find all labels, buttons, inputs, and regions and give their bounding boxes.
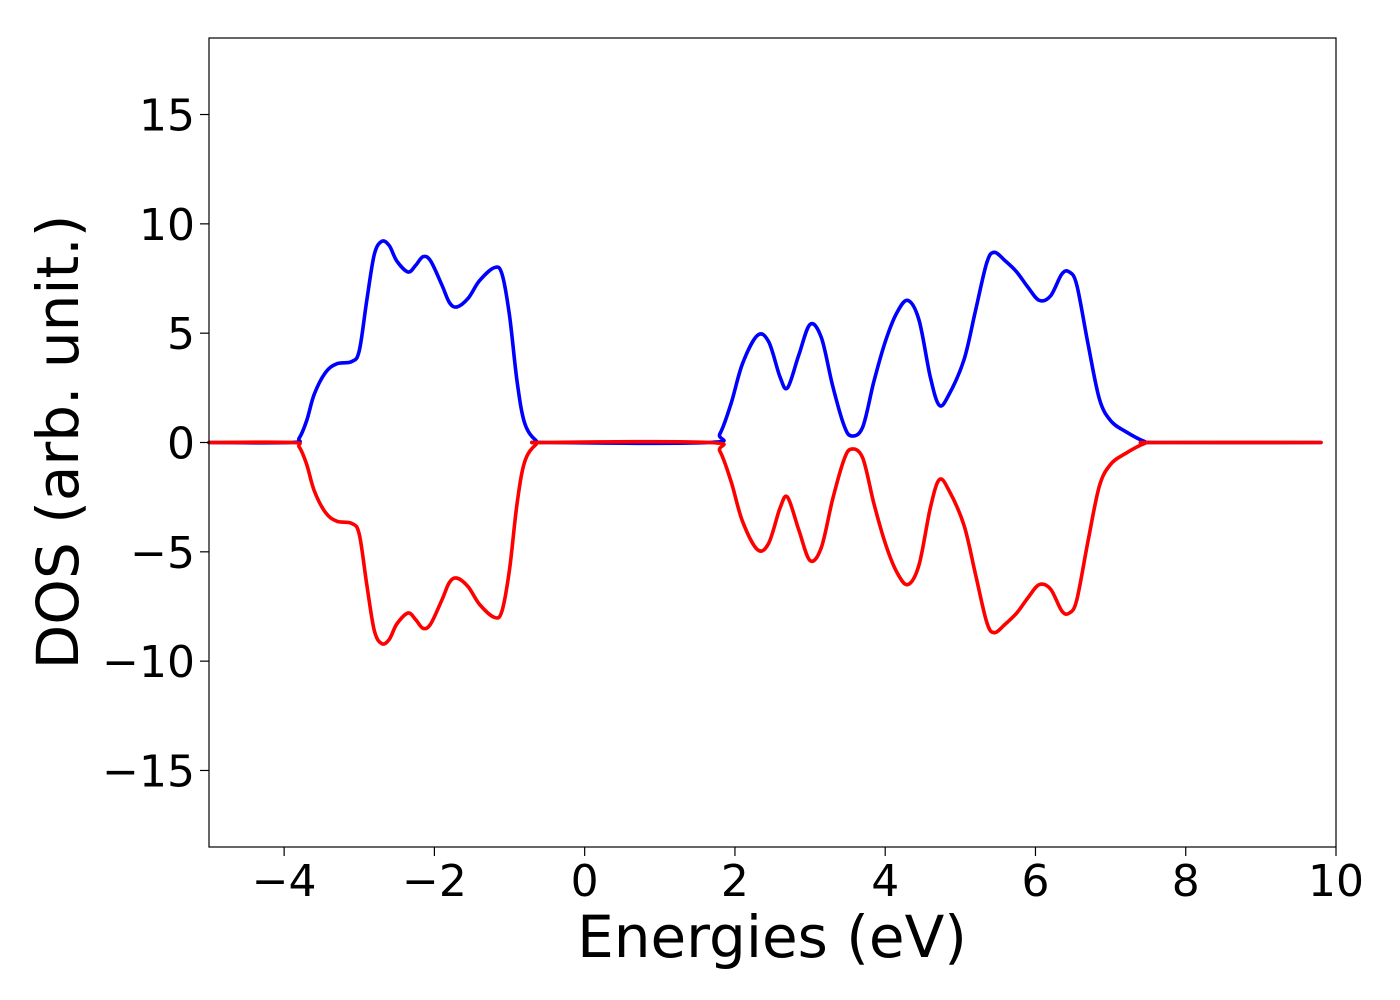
series-line-2 bbox=[207, 439, 1323, 646]
x-tick-label: 10 bbox=[1308, 856, 1364, 907]
x-tick-label: 8 bbox=[1172, 856, 1200, 907]
x-tick-label: 2 bbox=[721, 856, 749, 907]
y-tick-label: −10 bbox=[102, 637, 195, 688]
x-tick-label: −4 bbox=[252, 856, 317, 907]
y-tick-label: 0 bbox=[167, 419, 195, 470]
y-tick-label: 5 bbox=[167, 309, 195, 360]
x-tick-label: 6 bbox=[1021, 856, 1049, 907]
series-layer bbox=[207, 239, 1323, 646]
y-axis-ticks: 15 10 5 0 −5 −10 −15 bbox=[102, 91, 209, 797]
y-tick-label: −15 bbox=[102, 746, 195, 797]
y-tick-label: −5 bbox=[130, 528, 195, 579]
x-axis-label: Energies (eV) bbox=[577, 903, 967, 971]
series-line-1 bbox=[207, 239, 1323, 446]
x-tick-label: 0 bbox=[571, 856, 599, 907]
y-tick-label: 10 bbox=[139, 200, 195, 251]
y-tick-label: 15 bbox=[139, 91, 195, 142]
y-axis-label: DOS (arb. unit.) bbox=[24, 215, 92, 670]
x-tick-label: −2 bbox=[402, 856, 467, 907]
x-axis-ticks: −4 −2 0 2 4 6 8 10 bbox=[252, 847, 1364, 907]
x-tick-label: 4 bbox=[871, 856, 899, 907]
